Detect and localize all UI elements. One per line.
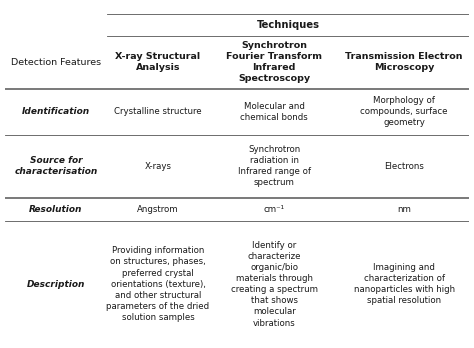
Text: Imagining and
characterization of
nanoparticles with high
spatial resolution: Imagining and characterization of nanopa… [354, 263, 455, 305]
Text: X-ray Structural
Analysis: X-ray Structural Analysis [116, 52, 201, 72]
Text: Synchrotron
Fourier Transform
Infrared
Spectroscopy: Synchrotron Fourier Transform Infrared S… [226, 41, 322, 84]
Text: Source for
characterisation: Source for characterisation [14, 156, 98, 176]
Text: Angstrom: Angstrom [137, 205, 179, 214]
Text: Identification: Identification [22, 107, 90, 116]
Text: Resolution: Resolution [29, 205, 82, 214]
Text: Molecular and
chemical bonds: Molecular and chemical bonds [240, 102, 308, 122]
Text: Detection Features: Detection Features [11, 58, 101, 67]
Text: Description: Description [27, 280, 85, 288]
Text: Techniques: Techniques [256, 20, 319, 30]
Text: cm⁻¹: cm⁻¹ [264, 205, 285, 214]
Text: X-rays: X-rays [145, 162, 172, 171]
Text: Electrons: Electrons [384, 162, 424, 171]
Text: Identify or
characterize
organic/bio
materials through
creating a spectrum
that : Identify or characterize organic/bio mat… [231, 241, 318, 327]
Text: Crystalline structure: Crystalline structure [114, 107, 202, 116]
Text: Transmission Electron
Microscopy: Transmission Electron Microscopy [346, 52, 463, 72]
Text: nm: nm [397, 205, 411, 214]
Text: Morphology of
compounds, surface
geometry: Morphology of compounds, surface geometr… [361, 96, 448, 127]
Text: Synchrotron
radiation in
Infrared range of
spectrum: Synchrotron radiation in Infrared range … [237, 145, 310, 188]
Text: Providing information
on structures, phases,
preferred crystal
orientations (tex: Providing information on structures, pha… [107, 246, 210, 322]
